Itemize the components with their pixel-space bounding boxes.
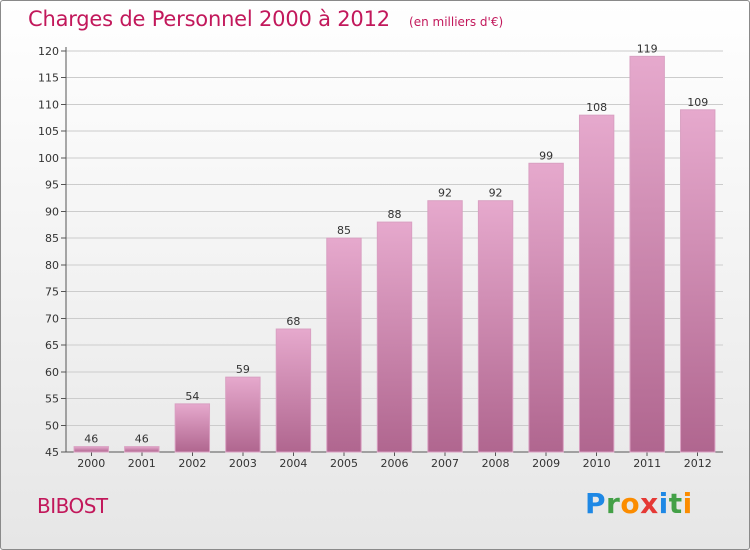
bar-2003	[225, 376, 261, 453]
logo-letter: P	[585, 487, 607, 520]
x-tick-label: 2004	[279, 457, 307, 470]
x-tick-label: 2002	[178, 457, 206, 470]
data-label-2008: 92	[489, 187, 503, 200]
logo-letter: o	[620, 487, 641, 520]
x-tick-label: 2001	[128, 457, 156, 470]
x-tick-label: 2009	[532, 457, 560, 470]
bar-2004	[275, 328, 312, 453]
logo-letter: r	[606, 487, 621, 520]
y-tick-label: 65	[45, 339, 59, 352]
bar-2012	[680, 109, 716, 453]
data-label-2012: 109	[687, 96, 708, 109]
bar-2005	[326, 237, 362, 453]
chart-subtitle: (en milliers d'€)	[409, 15, 504, 29]
y-tick-label: 45	[45, 446, 59, 459]
commune-name: BIBOST	[37, 494, 108, 518]
title-row: Charges de Personnel 2000 à 2012 (en mil…	[28, 7, 503, 31]
data-label-2001: 46	[135, 433, 149, 446]
bar-2009	[528, 162, 564, 453]
y-tick-label: 85	[45, 232, 59, 245]
proxiti-logo: Proxiti	[585, 487, 693, 520]
x-tick-label: 2000	[77, 457, 105, 470]
y-tick-label: 105	[38, 125, 59, 138]
data-label-2006: 88	[388, 208, 402, 221]
y-tick-label: 50	[45, 419, 59, 432]
data-label-2009: 99	[539, 149, 553, 162]
x-tick-label: 2003	[229, 457, 257, 470]
x-tick-label: 2006	[381, 457, 409, 470]
bar-2007	[427, 200, 463, 453]
y-tick-label: 115	[38, 72, 59, 85]
data-label-2011: 119	[637, 42, 658, 55]
logo-letter: i	[682, 487, 693, 520]
y-tick-label: 70	[45, 312, 59, 325]
logo-letter: x	[640, 487, 659, 520]
y-tick-label: 55	[45, 393, 59, 406]
bar-2008	[477, 200, 514, 453]
bars	[73, 55, 716, 453]
chart-title: Charges de Personnel 2000 à 2012	[28, 7, 390, 31]
y-tick-label: 120	[38, 45, 59, 58]
x-tick-label: 2012	[684, 457, 712, 470]
bar-2002	[174, 403, 211, 453]
y-tick-label: 100	[38, 152, 59, 165]
y-tick-label: 75	[45, 286, 59, 299]
bar-2000	[73, 446, 109, 453]
y-tick-label: 80	[45, 259, 59, 272]
x-tick-label: 2010	[583, 457, 611, 470]
bar-2006	[376, 221, 413, 453]
x-tick-label: 2005	[330, 457, 358, 470]
y-tick-label: 60	[45, 366, 59, 379]
y-tick-label: 95	[45, 179, 59, 192]
bar-2011	[629, 55, 665, 453]
data-label-2003: 59	[236, 363, 250, 376]
bar-2010	[578, 114, 615, 453]
data-label-2000: 46	[84, 433, 98, 446]
x-tick-label: 2008	[482, 457, 510, 470]
data-label-2004: 68	[286, 315, 300, 328]
logo-letter: i	[658, 487, 669, 520]
data-label-2007: 92	[438, 187, 452, 200]
x-tick-label: 2007	[431, 457, 459, 470]
y-tick-label: 90	[45, 205, 59, 218]
logo-letter: t	[668, 487, 683, 520]
bar-2001	[124, 446, 160, 453]
data-label-2002: 54	[185, 390, 199, 403]
x-tick-label: 2011	[633, 457, 661, 470]
y-tick-label: 110	[38, 98, 59, 111]
data-label-2005: 85	[337, 224, 351, 237]
data-labels: 46 46 54 59 68 85 88 92 92 99 108 119 109	[84, 42, 708, 445]
data-label-2010: 108	[586, 101, 607, 114]
